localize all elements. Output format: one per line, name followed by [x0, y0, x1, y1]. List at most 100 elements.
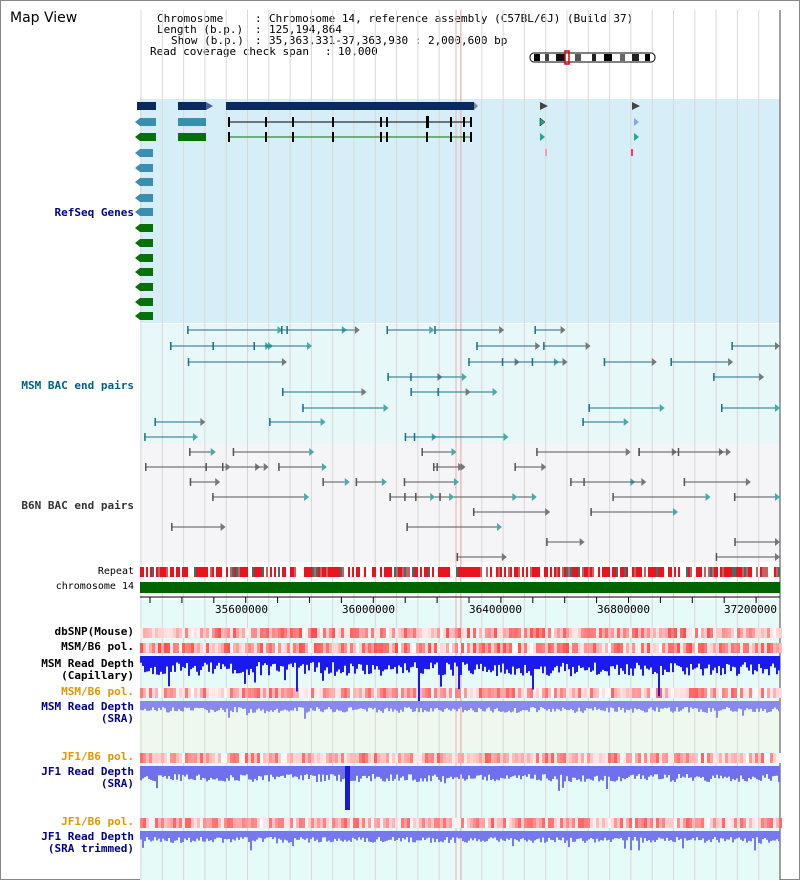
heat-cell — [659, 688, 662, 698]
heat-cell — [155, 688, 158, 698]
heat-cell — [458, 753, 461, 763]
heat-cell — [707, 628, 710, 638]
heat-cell — [617, 688, 620, 698]
heat-cell — [419, 628, 422, 638]
heat-cell — [632, 628, 635, 638]
heat-cell — [242, 688, 245, 698]
depth-bar — [576, 831, 578, 840]
depth-bar — [296, 656, 298, 692]
depth-bar — [540, 701, 542, 708]
heat-cell — [734, 643, 737, 653]
repeat-segment — [584, 567, 586, 577]
heat-cell — [665, 688, 668, 698]
heat-cell — [161, 643, 164, 653]
heat-cell — [185, 818, 188, 828]
depth-bar — [140, 766, 142, 781]
depth-bar — [476, 766, 478, 776]
bac-end — [282, 388, 284, 396]
depth-bar — [702, 831, 704, 839]
depth-bar — [656, 766, 658, 775]
depth-bar — [360, 766, 362, 779]
repeat-segment — [416, 567, 418, 577]
bac-end-arrow — [430, 493, 436, 501]
depth-bar — [548, 831, 550, 838]
depth-bar — [344, 831, 346, 840]
repeat-segment — [342, 567, 344, 577]
bac-end-arrow — [759, 373, 765, 381]
repeat-segment — [490, 567, 492, 577]
depth-bar — [494, 701, 496, 710]
depth-bar — [748, 766, 750, 778]
heat-cell — [470, 818, 473, 828]
heat-cell — [659, 628, 662, 638]
depth-bar — [648, 831, 650, 841]
depth-bar — [518, 656, 520, 669]
depth-bar — [222, 831, 224, 843]
repeat-segment — [292, 567, 294, 577]
depth-bar — [598, 656, 600, 674]
heat-cell — [197, 643, 200, 653]
heat-cell — [767, 688, 770, 698]
depth-bar — [230, 656, 232, 664]
heat-cell — [377, 688, 380, 698]
depth-bar — [164, 766, 166, 776]
bac-end-arrow — [535, 342, 541, 350]
heat-cell — [518, 688, 521, 698]
repeat-segment — [456, 567, 458, 577]
heat-cell — [683, 688, 686, 698]
bac-end-arrow — [541, 463, 547, 471]
heat-cell — [416, 643, 419, 653]
repeat-segment — [712, 567, 714, 577]
heat-cell — [557, 753, 560, 763]
depth-bar — [330, 831, 332, 843]
depth-bar — [184, 766, 186, 777]
bac-end-arrow — [192, 433, 198, 441]
heat-cell — [473, 628, 476, 638]
heat-cell — [578, 628, 581, 638]
depth-bar — [318, 766, 320, 775]
repeat-segment — [578, 567, 580, 577]
depth-bar — [314, 656, 316, 672]
depth-bar — [732, 766, 734, 779]
depth-bar — [144, 766, 146, 778]
heat-cell — [713, 628, 716, 638]
heat-cell — [728, 643, 731, 653]
heat-cell — [308, 753, 311, 763]
heat-cell — [569, 643, 572, 653]
heat-cell — [467, 643, 470, 653]
bac-end-arrow — [623, 418, 629, 426]
depth-bar — [698, 766, 700, 777]
repeat-segment — [182, 567, 184, 577]
heat-cell — [338, 628, 341, 638]
depth-bar — [636, 831, 638, 841]
depth-bar — [228, 831, 230, 839]
heat-cell — [662, 643, 665, 653]
heat-cell — [704, 818, 707, 828]
depth-bar — [180, 701, 182, 711]
bac-end-arrow — [585, 342, 591, 350]
depth-bar — [692, 766, 694, 781]
depth-bar — [648, 766, 650, 777]
depth-bar — [146, 766, 148, 777]
heat-cell — [437, 628, 440, 638]
heat-cell — [443, 643, 446, 653]
depth-bar — [734, 656, 736, 668]
depth-bar — [224, 831, 226, 839]
refseq-track-label: RefSeq Genes — [54, 206, 134, 219]
depth-bar — [384, 656, 386, 670]
repeat-segment — [662, 567, 664, 577]
heat-cell — [518, 753, 521, 763]
depth-bar — [194, 701, 196, 708]
heat-cell — [194, 643, 197, 653]
depth-bar — [282, 766, 284, 776]
depth-bar — [544, 656, 546, 667]
heat-cell — [632, 818, 635, 828]
depth-bar — [156, 701, 158, 712]
depth-bar — [748, 656, 750, 671]
bac-end — [189, 478, 192, 486]
depth-bar — [394, 701, 396, 710]
depth-bar — [316, 701, 318, 708]
heat-cell — [182, 818, 185, 828]
heat-cell — [716, 753, 719, 763]
